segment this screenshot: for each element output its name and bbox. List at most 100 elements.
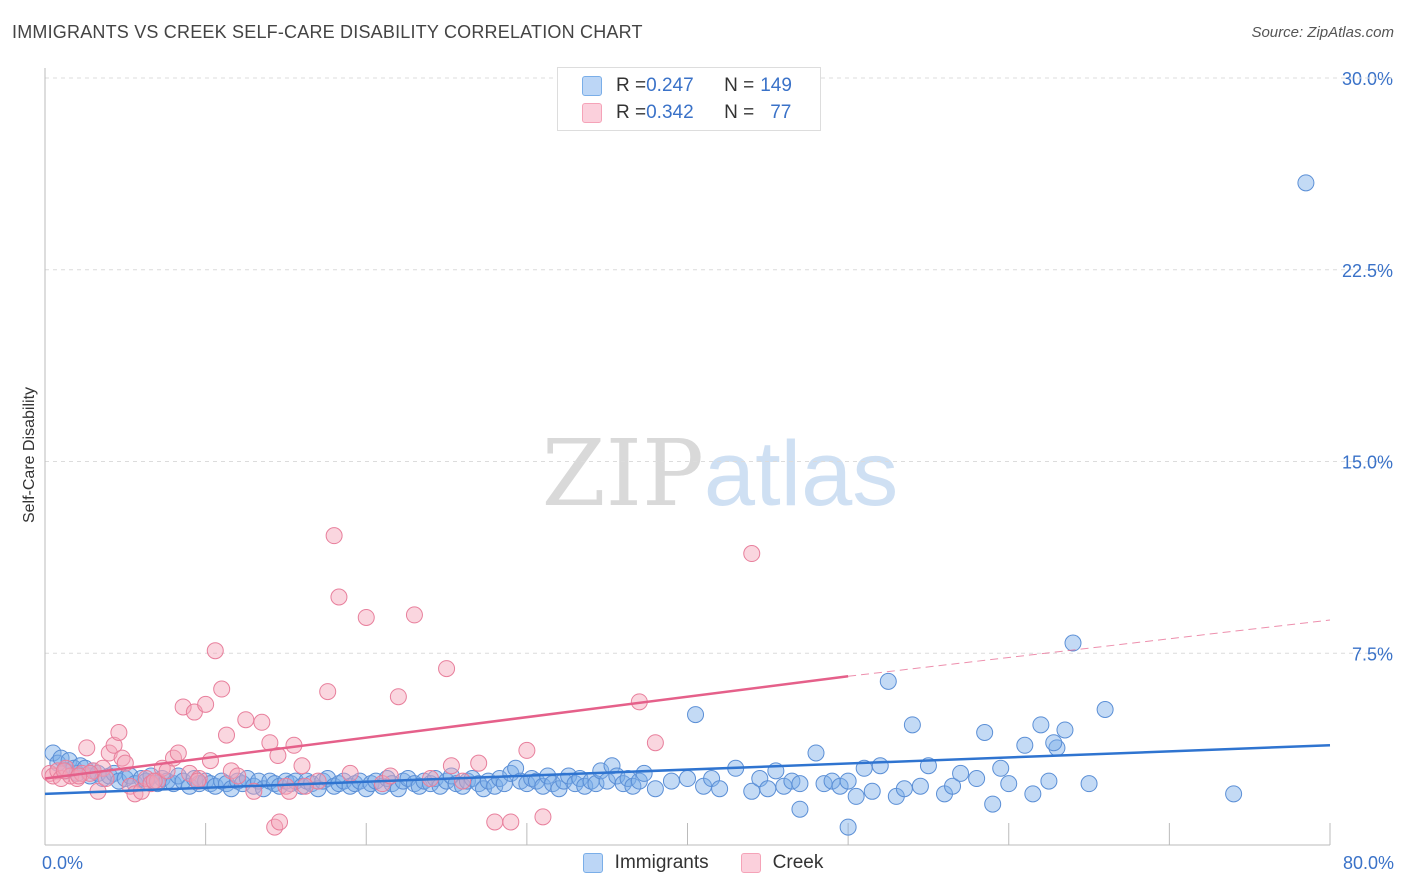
immigrants-point [1016, 736, 1034, 754]
legend-label-creek: Creek [772, 852, 824, 873]
immigrants-point [976, 724, 994, 742]
creek-point [502, 813, 520, 831]
creek-point [534, 808, 552, 826]
creek-point [213, 680, 231, 698]
immigrants-point [992, 759, 1010, 777]
legend-row-immigrants: R = 0.247 N = 149 [582, 74, 792, 98]
watermark: ZIPatlas [542, 420, 899, 527]
creek-point [293, 757, 311, 775]
creek-point [357, 608, 375, 626]
immigrants-point [1000, 775, 1018, 793]
legend-item-immigrants: Immigrants [582, 852, 709, 874]
creek-point [218, 726, 236, 744]
legend-n-value: 149 [760, 75, 792, 96]
immigrants-point [1080, 775, 1098, 793]
immigrants-point [871, 757, 889, 775]
creek-point [174, 698, 192, 716]
creek-trend-line [44, 675, 849, 780]
y-tick-label: 22.5% [1342, 261, 1393, 281]
immigrants-point [911, 777, 929, 795]
immigrants-point [847, 787, 865, 805]
immigrants-trend-line [44, 744, 1331, 796]
creek-point [470, 754, 488, 772]
creek-point [197, 695, 215, 713]
legend-label-immigrants: Immigrants [614, 852, 709, 873]
immigrants-point [185, 770, 203, 788]
series-legend: Immigrants Creek [0, 852, 1406, 874]
watermark-zip: ZIP [541, 420, 704, 527]
legend-n-label: N = [724, 102, 755, 123]
immigrants-point [229, 772, 247, 790]
creek-point [78, 739, 96, 757]
immigrants-point [1297, 174, 1315, 192]
immigrants-point [759, 780, 777, 798]
immigrants-point [952, 764, 970, 782]
creek-point [145, 772, 163, 790]
creek-point [319, 683, 337, 701]
immigrants-point [1024, 785, 1042, 803]
legend-r-value: 0.247 [646, 75, 694, 96]
y-tick-label: 7.5% [1352, 644, 1393, 664]
creek-point [237, 711, 255, 729]
legend-n-value: 77 [770, 102, 792, 123]
immigrants-point [791, 775, 809, 793]
creek-point [330, 588, 348, 606]
creek-point [105, 736, 123, 754]
creek-point [97, 770, 115, 788]
x-tick-label: 0.0% [42, 853, 83, 873]
source-label: Source: ZipAtlas.com [1251, 24, 1394, 41]
immigrants-point [687, 706, 705, 724]
legend-swatch-creek [582, 103, 602, 123]
legend-r-label: R = [616, 102, 647, 123]
immigrants-point [1045, 734, 1063, 752]
chart-title: IMMIGRANTS VS CREEK SELF-CARE DISABILITY… [12, 22, 643, 42]
creek-point [296, 777, 314, 795]
correlation-legend: R = 0.247 N = 149 R = 0.342 N = 77 [557, 67, 821, 131]
immigrants-point [1096, 700, 1114, 718]
immigrants-point [984, 795, 1002, 813]
immigrants-point [491, 770, 509, 788]
immigrants-point [944, 777, 962, 795]
creek-point [271, 813, 289, 831]
immigrants-point [1056, 721, 1074, 739]
creek-point [442, 757, 460, 775]
immigrants-point [587, 775, 605, 793]
creek-point [389, 688, 407, 706]
watermark-atlas: atlas [703, 423, 899, 525]
immigrants-point [968, 770, 986, 788]
creek-point [405, 606, 423, 624]
creek-trend-line-extension [848, 619, 1331, 677]
creek-point [518, 741, 536, 759]
creek-point [201, 752, 219, 770]
immigrants-point [662, 772, 680, 790]
immigrants-point [807, 744, 825, 762]
creek-point [269, 747, 287, 765]
immigrants-point [895, 780, 913, 798]
legend-r-value: 0.342 [646, 102, 694, 123]
creek-point [743, 545, 761, 563]
immigrants-point [863, 782, 881, 800]
creek-point [110, 724, 128, 742]
immigrants-point [903, 716, 921, 734]
legend-swatch-immigrants [582, 853, 603, 873]
creek-point [486, 813, 504, 831]
creek-point [341, 764, 359, 782]
legend-item-creek: Creek [740, 852, 824, 874]
immigrants-point [603, 757, 621, 775]
creek-point [113, 749, 131, 767]
x-tick-label: 80.0% [1343, 853, 1394, 873]
creek-point [229, 767, 247, 785]
creek-point [438, 660, 456, 678]
creek-point [169, 744, 187, 762]
y-tick-label: 30.0% [1342, 69, 1393, 89]
immigrants-point [879, 672, 897, 690]
creek-point [266, 818, 284, 836]
immigrants-point [831, 777, 849, 795]
immigrants-point [1064, 634, 1082, 652]
y-tick-label: 15.0% [1342, 453, 1393, 473]
immigrants-point [44, 744, 62, 762]
immigrants-point [679, 770, 696, 788]
legend-n-label: N = [724, 75, 755, 96]
immigrants-point [839, 772, 857, 790]
